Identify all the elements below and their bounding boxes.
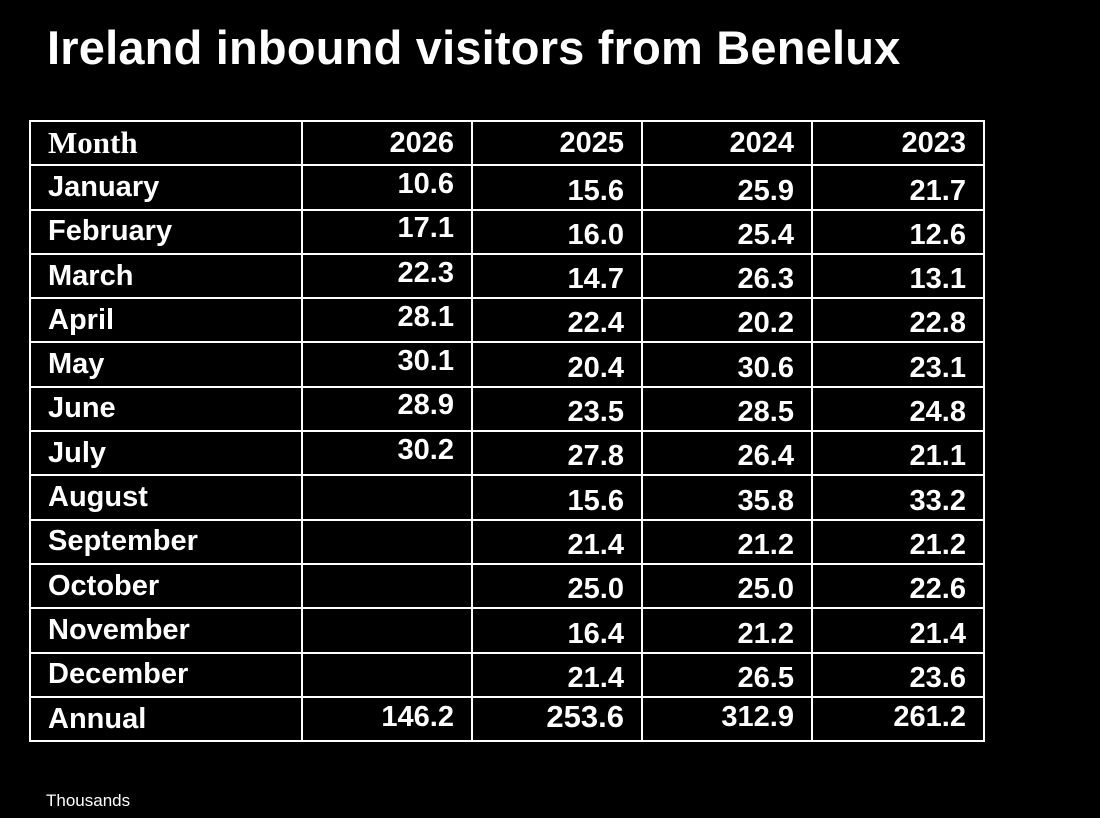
cell-2025: 15.6 xyxy=(471,164,643,211)
cell-2025: 14.7 xyxy=(471,252,643,300)
table-row: August 15.6 35.8 33.2 xyxy=(29,474,985,521)
cell-2023: 33.2 xyxy=(811,474,985,521)
cell-2025: 16.4 xyxy=(471,607,643,654)
row-label: June xyxy=(29,385,303,433)
cell-2025: 253.6 xyxy=(471,695,643,743)
cell-2024: 35.8 xyxy=(641,474,813,521)
page-title: Ireland inbound visitors from Benelux xyxy=(47,21,901,74)
cell-2025: 22.4 xyxy=(471,297,643,344)
cell-2026 xyxy=(301,474,473,521)
table-row: December 21.4 26.5 23.6 xyxy=(29,651,985,698)
cell-2023: 12.6 xyxy=(811,208,985,255)
cell-2026 xyxy=(301,562,473,610)
cell-2024: 26.5 xyxy=(641,651,813,698)
cell-2023: 22.8 xyxy=(811,297,985,344)
cell-2025: 21.4 xyxy=(471,518,643,565)
cell-2025: 27.8 xyxy=(471,430,643,477)
cell-2024: 25.9 xyxy=(641,164,813,211)
cell-2024: 26.4 xyxy=(641,430,813,477)
table-row: October 25.0 25.0 22.6 xyxy=(29,562,985,610)
cell-2023: 261.2 xyxy=(811,695,985,743)
unit-footnote: Thousands xyxy=(46,791,131,810)
cell-2026 xyxy=(301,651,473,698)
row-label: February xyxy=(29,208,303,255)
cell-2024: 21.2 xyxy=(641,518,813,565)
row-label: November xyxy=(29,607,303,654)
cell-2025: 25.0 xyxy=(471,562,643,610)
row-label: December xyxy=(29,651,303,698)
cell-2024: 312.9 xyxy=(641,695,813,743)
cell-2025: 21.4 xyxy=(471,651,643,698)
cell-2024: 25.4 xyxy=(641,208,813,255)
cell-2024: 25.0 xyxy=(641,562,813,610)
row-label: October xyxy=(29,562,303,610)
cell-2023: 21.2 xyxy=(811,518,985,565)
cell-2026: 30.1 xyxy=(301,341,473,388)
cell-2026 xyxy=(301,607,473,654)
cell-2023: 23.6 xyxy=(811,651,985,698)
row-label: May xyxy=(29,341,303,388)
column-header-2024: 2024 xyxy=(641,119,813,167)
cell-2023: 21.1 xyxy=(811,430,985,477)
row-label: January xyxy=(29,164,303,211)
cell-2023: 22.6 xyxy=(811,562,985,610)
column-header-month: Month xyxy=(29,119,303,167)
row-label: Annual xyxy=(29,695,303,743)
cell-2026: 22.3 xyxy=(301,252,473,300)
table-row: February 17.1 16.0 25.4 12.6 xyxy=(29,208,985,255)
table-row: June 28.9 23.5 28.5 24.8 xyxy=(29,385,985,433)
table-header-row: Month 2026 2025 2024 2023 xyxy=(29,119,985,167)
cell-2023: 23.1 xyxy=(811,341,985,388)
cell-2025: 20.4 xyxy=(471,341,643,388)
data-table: Month 2026 2025 2024 2023 January 10.6 15.… xyxy=(29,119,985,743)
cell-2024: 20.2 xyxy=(641,297,813,344)
annual-row: Annual 146.2 253.6 312.9 261.2 xyxy=(29,695,985,743)
table-row: July 30.2 27.8 26.4 21.1 xyxy=(29,430,985,477)
cell-2023: 24.8 xyxy=(811,385,985,433)
table-body: January 10.6 15.6 25.9 21.7 February 17.1 16.0 2… xyxy=(29,164,985,743)
table-row: January 10.6 15.6 25.9 21.7 xyxy=(29,164,985,211)
cell-2024: 30.6 xyxy=(641,341,813,388)
cell-2025: 15.6 xyxy=(471,474,643,521)
row-label: September xyxy=(29,518,303,565)
table-row: April 28.1 22.4 20.2 22.8 xyxy=(29,297,985,344)
cell-2023: 13.1 xyxy=(811,252,985,300)
cell-2024: 28.5 xyxy=(641,385,813,433)
cell-2024: 26.3 xyxy=(641,252,813,300)
cell-2026 xyxy=(301,518,473,565)
cell-2023: 21.7 xyxy=(811,164,985,211)
cell-2026: 28.1 xyxy=(301,297,473,344)
cell-2025: 16.0 xyxy=(471,208,643,255)
row-label: April xyxy=(29,297,303,344)
row-label: July xyxy=(29,430,303,477)
cell-2026: 10.6 xyxy=(301,164,473,211)
table-row: November 16.4 21.2 21.4 xyxy=(29,607,985,654)
cell-2026: 17.1 xyxy=(301,208,473,255)
row-label: August xyxy=(29,474,303,521)
cell-2026: 30.2 xyxy=(301,430,473,477)
cell-2026: 146.2 xyxy=(301,695,473,743)
cell-2024: 21.2 xyxy=(641,607,813,654)
row-label: March xyxy=(29,252,303,300)
cell-2023: 21.4 xyxy=(811,607,985,654)
column-header-2026: 2026 xyxy=(301,119,473,167)
column-header-2025: 2025 xyxy=(471,119,643,167)
table-row: March 22.3 14.7 26.3 13.1 xyxy=(29,252,985,300)
cell-2025: 23.5 xyxy=(471,385,643,433)
cell-2026: 28.9 xyxy=(301,385,473,433)
table-row: September 21.4 21.2 21.2 xyxy=(29,518,985,565)
table-row: May 30.1 20.4 30.6 23.1 xyxy=(29,341,985,388)
column-header-2023: 2023 xyxy=(811,119,985,167)
